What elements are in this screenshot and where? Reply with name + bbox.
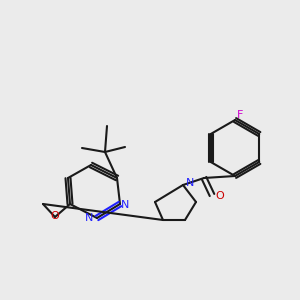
Text: N: N <box>121 200 129 210</box>
Text: O: O <box>51 211 59 221</box>
Text: N: N <box>85 213 93 223</box>
Text: F: F <box>237 110 243 120</box>
Text: O: O <box>215 191 224 201</box>
Text: N: N <box>186 178 194 188</box>
